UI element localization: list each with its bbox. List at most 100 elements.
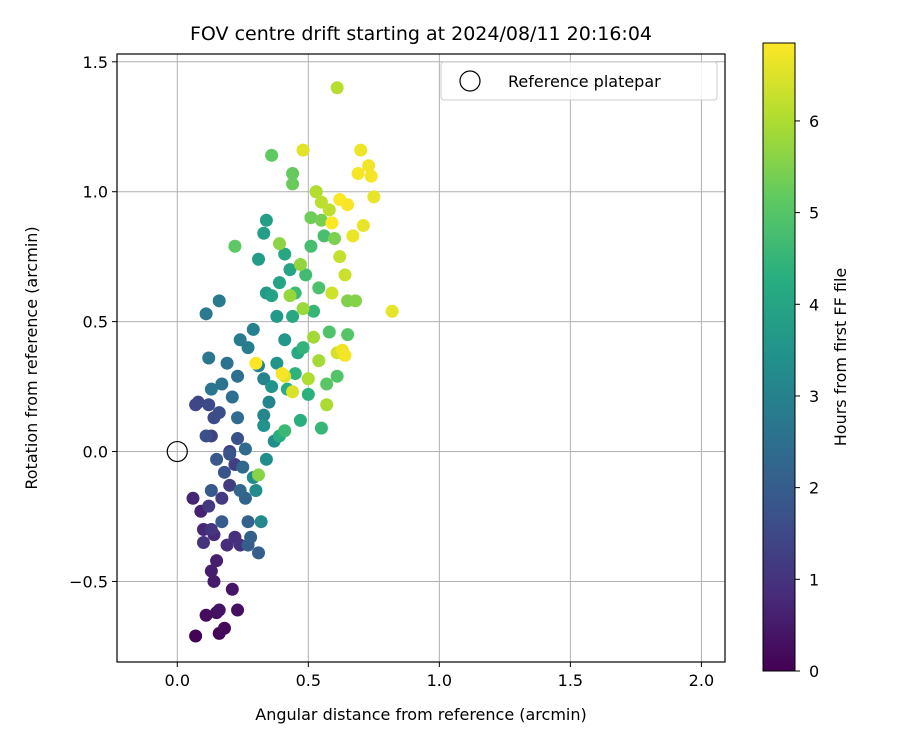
- data-point: [288, 367, 302, 381]
- data-point: [252, 546, 266, 560]
- data-point: [278, 333, 292, 347]
- y-axis-label: Rotation from reference (arcmin): [22, 226, 41, 489]
- x-axis-ticks: 0.0 0.5 1.0 1.5 2.0: [165, 662, 714, 690]
- data-point: [346, 229, 360, 243]
- data-point: [231, 369, 245, 383]
- data-points: [186, 81, 399, 643]
- x-tick-label: 1.5: [558, 671, 583, 690]
- data-point: [233, 484, 247, 498]
- data-point: [231, 411, 245, 425]
- data-point: [254, 515, 268, 529]
- data-point: [265, 289, 279, 303]
- y-tick-label: −0.5: [69, 572, 108, 591]
- data-point: [204, 522, 218, 536]
- data-point: [278, 247, 292, 261]
- x-tick-label: 1.0: [427, 671, 452, 690]
- y-axis-ticks: −0.5 0.0 0.5 1.0 1.5: [69, 53, 117, 591]
- data-point: [385, 304, 399, 318]
- data-point: [223, 478, 237, 492]
- colorbar-gradient: [762, 42, 796, 672]
- data-point: [293, 257, 307, 271]
- data-point: [301, 387, 315, 401]
- data-point: [333, 250, 347, 264]
- data-point: [241, 515, 255, 529]
- data-point: [215, 491, 229, 505]
- data-point: [189, 629, 203, 643]
- data-point: [330, 81, 344, 95]
- data-point: [312, 281, 326, 295]
- colorbar-tick-label: 6: [809, 112, 819, 131]
- data-point: [304, 211, 318, 225]
- data-point: [330, 369, 344, 383]
- x-tick-label: 0.0: [165, 671, 190, 690]
- data-point: [225, 582, 239, 596]
- data-point: [272, 276, 286, 290]
- legend-label: Reference platepar: [508, 72, 661, 91]
- x-axis-label: Angular distance from reference (arcmin): [255, 705, 586, 724]
- data-point: [199, 608, 213, 622]
- data-point: [317, 229, 331, 243]
- data-point: [325, 216, 339, 230]
- colorbar-tick-label: 1: [809, 570, 819, 589]
- data-point: [322, 203, 336, 217]
- data-point: [314, 213, 328, 227]
- plot-frame: [116, 53, 726, 663]
- data-point: [262, 395, 276, 409]
- legend: Reference platepar: [440, 61, 718, 101]
- data-point: [241, 341, 255, 355]
- data-point: [333, 193, 347, 207]
- data-point: [314, 421, 328, 435]
- data-point: [231, 432, 245, 446]
- data-point: [220, 356, 234, 370]
- data-point: [270, 309, 284, 323]
- data-point: [354, 143, 368, 157]
- data-point: [362, 159, 376, 173]
- data-point: [312, 354, 326, 368]
- data-point: [204, 564, 218, 578]
- data-point: [364, 169, 378, 183]
- data-point: [212, 406, 226, 420]
- data-point: [204, 484, 218, 498]
- data-point: [338, 268, 352, 282]
- data-point: [301, 372, 315, 386]
- data-point: [215, 515, 229, 529]
- data-point: [275, 367, 289, 381]
- data-point: [228, 239, 242, 253]
- data-point: [231, 603, 245, 617]
- y-tick-label: 1.0: [83, 183, 108, 202]
- data-point: [202, 398, 216, 412]
- data-point: [186, 491, 200, 505]
- chart-title: FOV centre drift starting at 2024/08/11 …: [190, 23, 652, 45]
- data-point: [367, 190, 381, 204]
- data-point: [199, 429, 213, 443]
- data-point: [307, 304, 321, 318]
- x-grid: [176, 54, 702, 662]
- data-point: [286, 167, 300, 181]
- data-point: [249, 356, 263, 370]
- data-point: [341, 328, 355, 342]
- data-point: [309, 185, 323, 199]
- data-point: [286, 309, 300, 323]
- data-point: [296, 341, 310, 355]
- data-point: [270, 356, 284, 370]
- data-point: [307, 330, 321, 344]
- data-point: [272, 237, 286, 251]
- colorbar-ticks: 0 1 2 3 4 5 6: [795, 112, 819, 681]
- data-point: [296, 302, 310, 316]
- data-point: [202, 499, 216, 513]
- data-point: [246, 322, 260, 336]
- data-point: [283, 289, 297, 303]
- colorbar-tick-label: 4: [809, 295, 819, 314]
- data-point: [212, 294, 226, 308]
- data-point: [210, 554, 224, 568]
- data-point: [217, 621, 231, 635]
- colorbar-label: Hours from first FF file: [831, 268, 850, 447]
- data-point: [356, 218, 370, 232]
- y-tick-label: 0.5: [83, 313, 108, 332]
- reference-point: [166, 440, 188, 463]
- data-point: [278, 424, 292, 438]
- data-point: [320, 377, 334, 391]
- data-point: [215, 377, 229, 391]
- data-point: [265, 148, 279, 162]
